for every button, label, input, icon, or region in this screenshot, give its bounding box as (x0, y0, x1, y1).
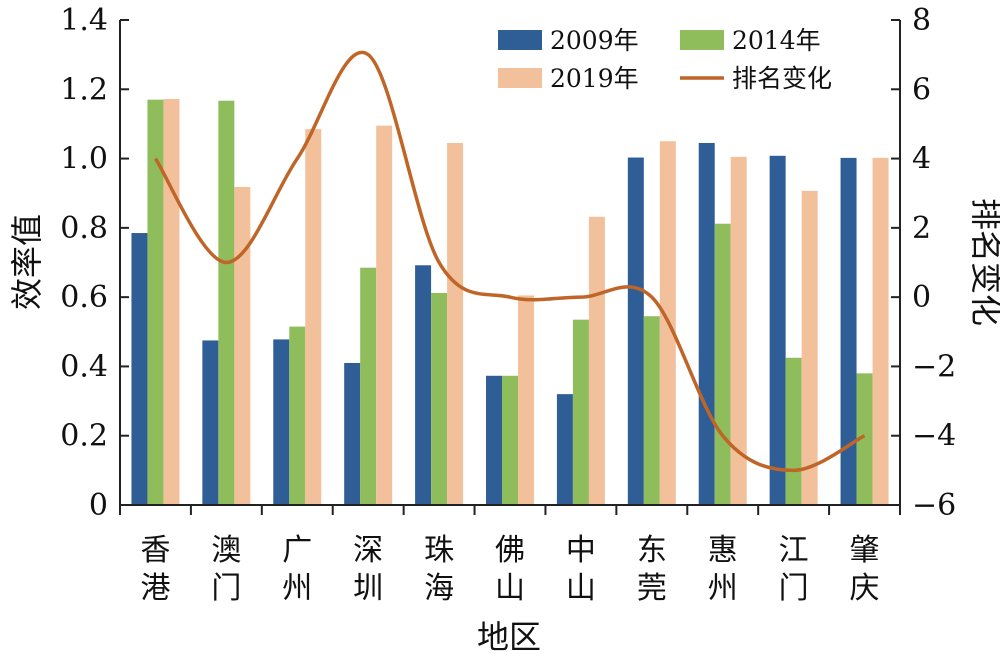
x-tick-label: 惠 (708, 533, 738, 568)
y2-axis-title: 排名变化 (967, 198, 1000, 326)
bar-2009年-香港 (131, 233, 148, 505)
y2-tick-label: 6 (912, 72, 931, 107)
bar-2009年-惠州 (698, 142, 715, 505)
legend-swatch-2009年 (498, 30, 542, 50)
bar-2019年-广州 (305, 129, 322, 505)
x-tick-label: 深 (353, 533, 383, 568)
legend: 2009年 2014年 2019年 排名变化 (498, 26, 832, 93)
y-tick-label: 0.2 (60, 419, 108, 454)
x-tick-label: 江 (779, 533, 809, 568)
x-tick-label: 珠 (424, 533, 454, 568)
legend-label: 2014年 (732, 26, 821, 55)
legend-swatch-2014年 (680, 30, 724, 50)
x-tick-label: 州 (708, 571, 738, 606)
y-tick-label: 1.0 (60, 142, 108, 177)
y-tick-label: 0.6 (60, 280, 108, 315)
legend-label: 2009年 (550, 26, 639, 55)
y2-tick-label: 2 (912, 211, 931, 246)
x-tick-label: 香 (140, 533, 170, 568)
bar-2014年-佛山 (502, 375, 518, 505)
x-tick-label: 门 (779, 571, 809, 606)
bar-2014年-深圳 (360, 267, 377, 505)
x-tick-label: 门 (211, 571, 241, 606)
y2-tick-label: 8 (912, 3, 931, 38)
x-tick-label: 中 (566, 533, 596, 568)
x-tick-label: 莞 (637, 571, 667, 606)
bar-2009年-东莞 (627, 157, 644, 505)
x-tick-label: 东 (637, 533, 667, 568)
x-tick-label: 肇 (850, 533, 880, 568)
x-tick-label: 广 (282, 533, 312, 568)
x-tick-label: 澳 (211, 533, 241, 568)
legend-label: 排名变化 (732, 64, 832, 93)
bar-2014年-澳门 (218, 100, 235, 505)
bar-2009年-江门 (769, 155, 786, 506)
legend-label: 2019年 (550, 64, 639, 93)
bar-2009年-广州 (273, 339, 290, 505)
bar-2014年-惠州 (714, 223, 731, 505)
bar-2014年-珠海 (431, 292, 448, 505)
bar-2014年-肇庆 (856, 373, 873, 505)
bar-2019年-江门 (801, 190, 818, 505)
y-tick-label: 1.4 (60, 3, 108, 38)
bar-2009年-佛山 (486, 375, 502, 505)
y-tick-label: 0.8 (60, 211, 108, 246)
bar-2019年-佛山 (518, 295, 534, 505)
bar-2009年-珠海 (415, 265, 432, 505)
x-tick-label: 山 (495, 571, 525, 606)
x-tick-label: 圳 (353, 571, 383, 606)
x-tick-label: 州 (282, 571, 312, 606)
y-axis-title: 效率值 (8, 214, 46, 310)
bar-2009年-肇庆 (840, 157, 857, 505)
bar-2009年-深圳 (344, 362, 361, 505)
y2-tick-label: −6 (912, 488, 956, 523)
x-tick-label: 庆 (850, 571, 880, 606)
series-line-排名变化 (153, 50, 866, 473)
x-tick-label: 佛 (495, 533, 525, 568)
bar-2014年-香港 (147, 99, 164, 505)
y-tick-label: 0.4 (60, 349, 108, 384)
bar-2019年-珠海 (447, 142, 464, 505)
bar-2019年-中山 (588, 216, 605, 505)
y2-tick-label: −2 (912, 349, 956, 384)
line-layer (153, 50, 866, 473)
bar-2019年-肇庆 (872, 157, 889, 505)
bar-2019年-惠州 (730, 156, 747, 505)
y2-tick-label: 0 (912, 280, 931, 315)
bar-2014年-广州 (289, 326, 306, 505)
bar-2009年-中山 (556, 394, 573, 505)
bar-2014年-东莞 (643, 316, 660, 505)
y-tick-label: 1.2 (60, 72, 108, 107)
axes-layer: 00.20.40.60.81.01.21.4−6−4−202468香港澳门广州深… (60, 3, 956, 606)
legend-swatch-2019年 (498, 68, 542, 88)
x-tick-label: 港 (140, 571, 170, 606)
bars-layer (131, 98, 889, 506)
bar-2019年-澳门 (234, 186, 251, 505)
x-tick-label: 山 (566, 571, 596, 606)
x-tick-label: 海 (424, 571, 454, 606)
bar-2019年-香港 (163, 98, 180, 505)
bar-2014年-江门 (785, 357, 802, 505)
y-tick-label: 0 (89, 488, 108, 523)
x-axis-title: 地区 (477, 618, 541, 656)
bar-2014年-中山 (572, 319, 589, 505)
y2-tick-label: −4 (912, 419, 956, 454)
y2-tick-label: 4 (912, 142, 931, 177)
bar-2019年-深圳 (376, 125, 393, 506)
bar-2009年-澳门 (202, 340, 219, 505)
